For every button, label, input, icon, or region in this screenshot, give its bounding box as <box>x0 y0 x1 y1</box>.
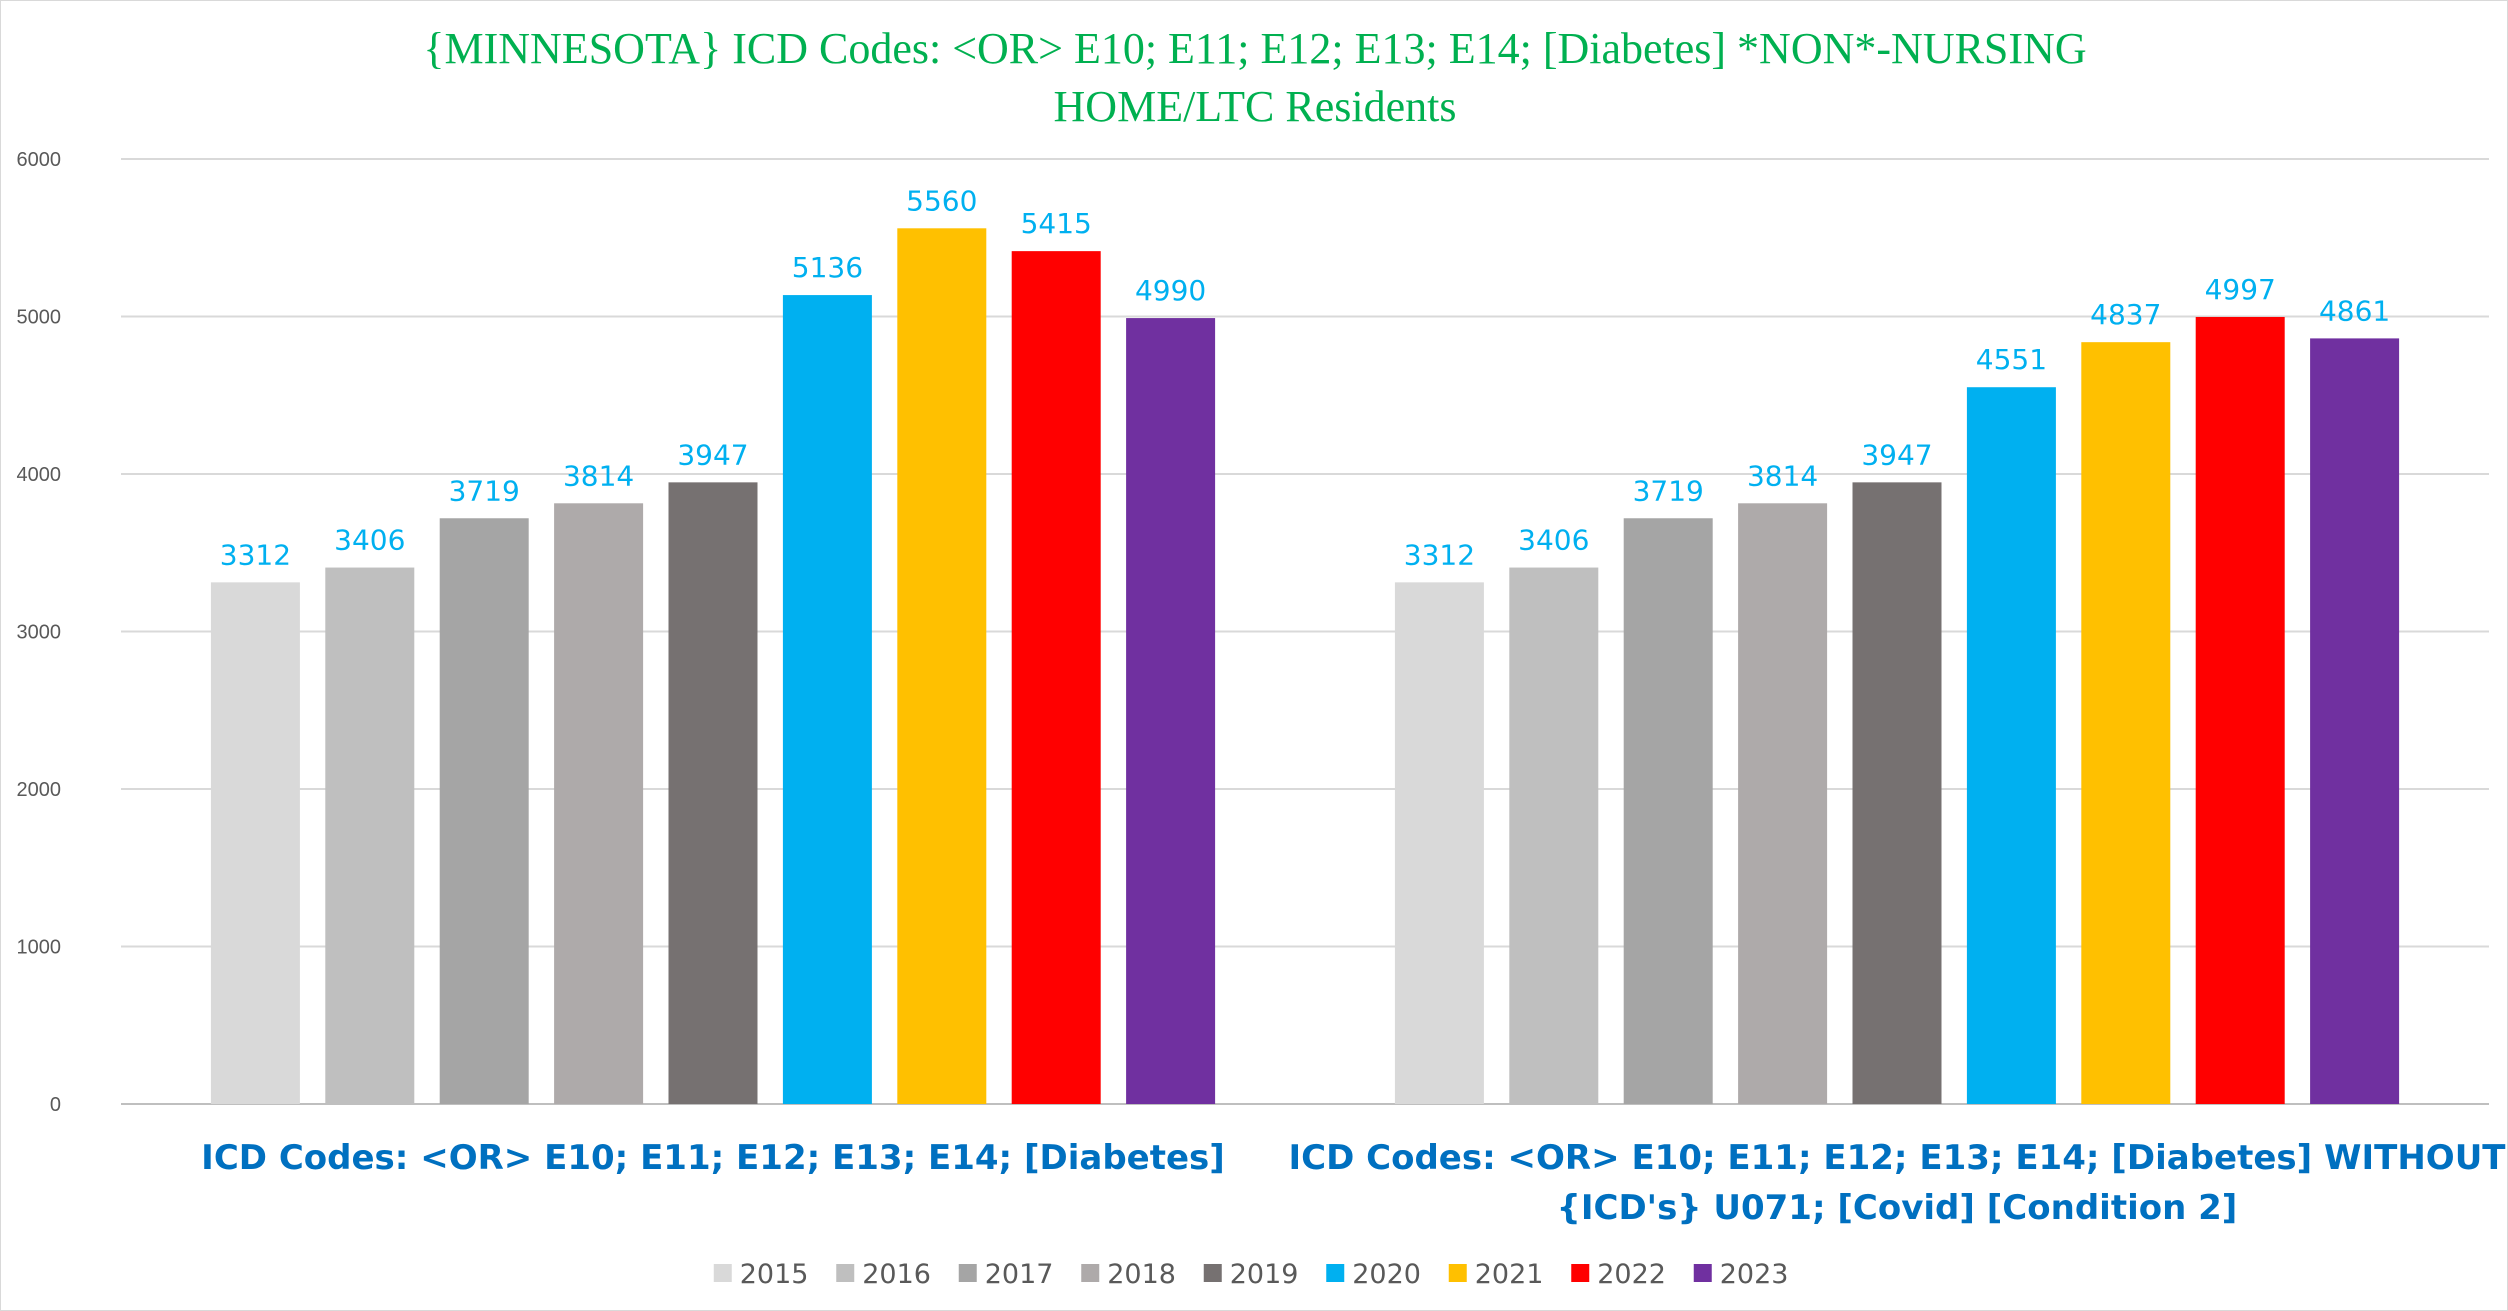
bar-2021-cat1 <box>897 228 987 1105</box>
category-label: ICD Codes: <OR> E10; E11; E12; E13; E14;… <box>201 1138 1225 1178</box>
data-label-2022-cat1: 5415 <box>1021 207 1092 240</box>
bar-2018-cat2 <box>1738 503 1828 1104</box>
bar-2018-cat1 <box>554 503 644 1104</box>
bar-2023-cat2 <box>2310 338 2400 1105</box>
legend-label-2018: 2018 <box>1107 1259 1176 1290</box>
legend-label-2019: 2019 <box>1230 1259 1299 1290</box>
bars <box>210 228 2400 1105</box>
legend-swatch-2021 <box>1448 1264 1467 1282</box>
y-tick-label: 4000 <box>17 464 62 486</box>
data-label-2015-cat1: 3312 <box>220 538 291 571</box>
legend-label-2022: 2022 <box>1597 1259 1666 1290</box>
y-tick-label: 5000 <box>17 307 62 329</box>
data-labels: 3312 3312 3406 3406 3719 3719 3814 3814 3947 3947… <box>220 184 2390 571</box>
legend-label-2016: 2016 <box>862 1259 931 1290</box>
y-tick-label: 1000 <box>17 937 62 959</box>
bar-2020-cat1 <box>782 295 872 1105</box>
bar-2019-cat1 <box>668 482 758 1104</box>
legend-label-2015: 2015 <box>740 1259 809 1290</box>
category-axis-labels: ICD Codes: <OR> E10; E11; E12; E13; E14;… <box>201 1138 2506 1228</box>
data-label-2022-cat2: 4997 <box>2205 273 2276 306</box>
bar-2016-cat1 <box>325 567 415 1104</box>
legend-label-2020: 2020 <box>1352 1259 1421 1290</box>
chart-title-line: {MINNESOTA} ICD Codes: <OR> E10; E11; E1… <box>423 24 2086 73</box>
data-label-2021-cat2: 4837 <box>2090 298 2161 331</box>
legend-swatch-2020 <box>1326 1264 1345 1282</box>
data-label-2023-cat1: 4990 <box>1135 274 1206 307</box>
bar-2023-cat1 <box>1126 318 1216 1104</box>
bar-2022-cat2 <box>2195 316 2285 1104</box>
chart-title-line: HOME/LTC Residents <box>1054 82 1457 131</box>
data-label-2017-cat1: 3719 <box>449 474 520 507</box>
bar-2020-cat2 <box>1966 387 2056 1104</box>
legend-swatch-2017 <box>958 1264 977 1282</box>
legend-label-2017: 2017 <box>985 1259 1054 1290</box>
y-axis-ticks: 0 1000 2000 3000 4000 5000 6000 <box>17 149 62 1116</box>
data-label-2020-cat1: 5136 <box>792 251 863 284</box>
category-label: {ICD's} U071; [Covid] [Condition 2] <box>1557 1188 2238 1228</box>
bar-2021-cat2 <box>2081 342 2171 1104</box>
bar-2022-cat1 <box>1011 251 1101 1104</box>
data-label-2023-cat2: 4861 <box>2319 294 2390 327</box>
data-label-2019-cat1: 3947 <box>677 438 748 471</box>
bar-2017-cat2 <box>1623 518 1713 1104</box>
data-label-2019-cat2: 3947 <box>1861 438 1932 471</box>
y-tick-label: 6000 <box>17 149 62 171</box>
legend-label-2023: 2023 <box>1720 1259 1789 1290</box>
data-label-2020-cat2: 4551 <box>1976 343 2047 376</box>
data-label-2015-cat2: 3312 <box>1404 538 1475 571</box>
data-label-2018-cat1: 3814 <box>563 459 634 492</box>
bar-2017-cat1 <box>439 518 529 1104</box>
bar-2015-cat2 <box>1394 582 1484 1104</box>
legend-swatch-2018 <box>1081 1264 1100 1282</box>
bar-2015-cat1 <box>210 582 300 1104</box>
data-label-2017-cat2: 3719 <box>1633 474 1704 507</box>
data-label-2016-cat1: 3406 <box>334 524 405 557</box>
legend-swatch-2022 <box>1571 1264 1590 1282</box>
legend: 2015 2016 2017 2018 2019 2020 2021 2022 2023 <box>713 1259 1789 1290</box>
bar-2019-cat2 <box>1852 482 1942 1104</box>
category-label: ICD Codes: <OR> E10; E11; E12; E13; E14;… <box>1289 1138 2507 1178</box>
legend-swatch-2023 <box>1693 1264 1712 1282</box>
y-tick-label: 3000 <box>17 622 62 644</box>
legend-label-2021: 2021 <box>1475 1259 1544 1290</box>
y-tick-label: 0 <box>50 1094 61 1116</box>
chart-title: {MINNESOTA} ICD Codes: <OR> E10; E11; E1… <box>423 24 2086 131</box>
y-tick-label: 2000 <box>17 779 62 801</box>
legend-swatch-2016 <box>836 1264 855 1282</box>
data-label-2021-cat1: 5560 <box>906 184 977 217</box>
bar-2016-cat2 <box>1509 567 1599 1104</box>
data-label-2016-cat2: 3406 <box>1518 524 1589 557</box>
legend-swatch-2019 <box>1203 1264 1222 1282</box>
legend-swatch-2015 <box>713 1264 732 1282</box>
data-label-2018-cat2: 3814 <box>1747 459 1818 492</box>
